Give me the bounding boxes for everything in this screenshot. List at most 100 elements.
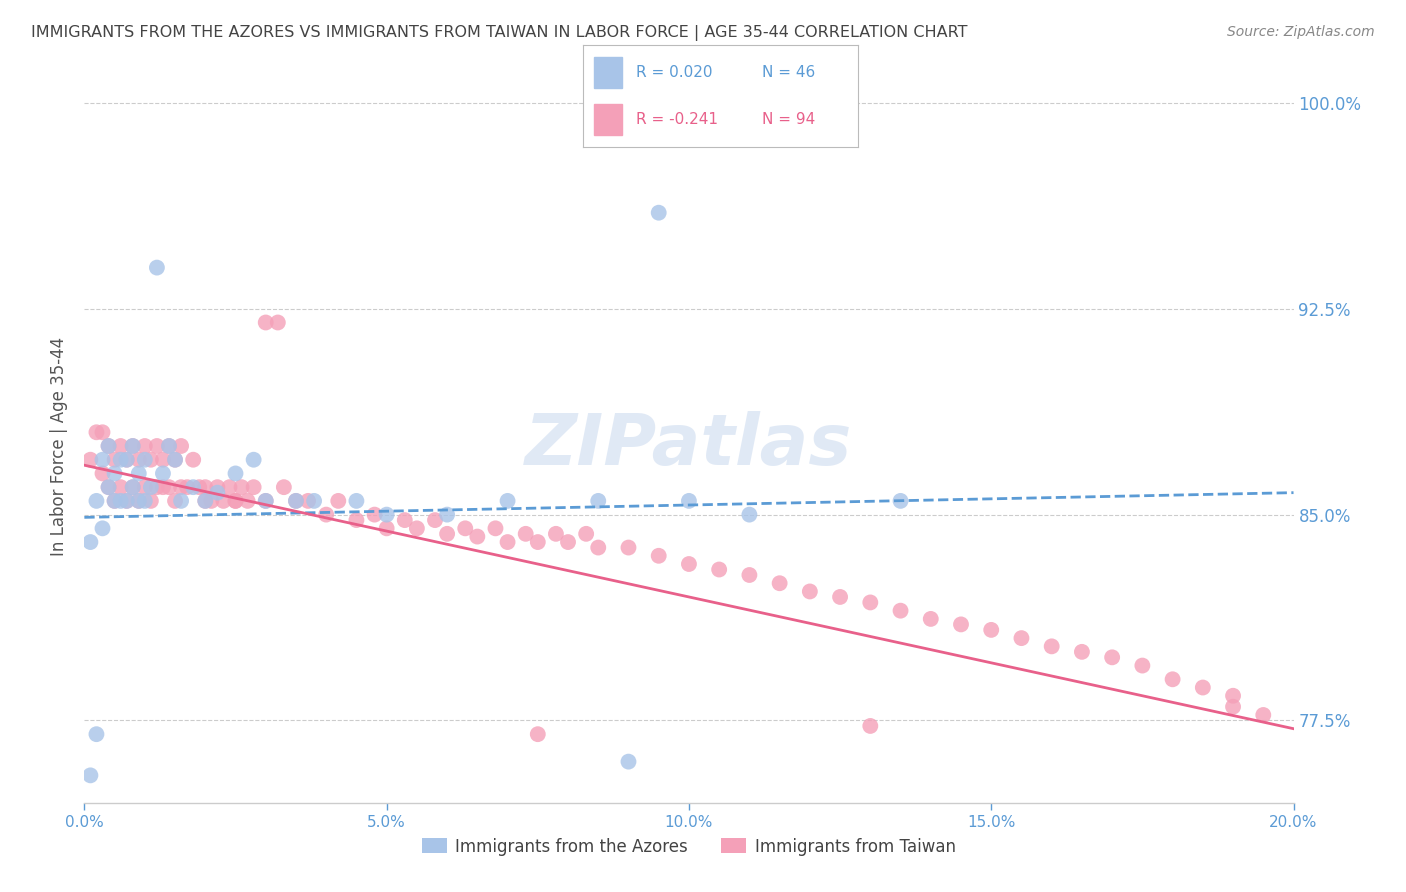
- Point: [890, 604, 912, 618]
- Point: [830, 590, 852, 604]
- Text: ZIPatlas: ZIPatlas: [526, 411, 852, 481]
- Point: [799, 584, 821, 599]
- Point: [1101, 650, 1123, 665]
- Point: [134, 452, 156, 467]
- Point: [527, 727, 550, 741]
- Point: [194, 494, 217, 508]
- Point: [363, 508, 385, 522]
- Point: [225, 494, 247, 508]
- Point: [86, 494, 108, 508]
- Point: [115, 494, 138, 508]
- Point: [146, 480, 169, 494]
- Point: [181, 452, 204, 467]
- Point: [648, 549, 671, 563]
- Point: [97, 480, 120, 494]
- Point: [709, 562, 731, 576]
- Text: IMMIGRANTS FROM THE AZORES VS IMMIGRANTS FROM TAIWAN IN LABOR FORCE | AGE 35-44 : IMMIGRANTS FROM THE AZORES VS IMMIGRANTS…: [31, 25, 967, 41]
- Point: [152, 480, 174, 494]
- Point: [527, 535, 550, 549]
- Point: [121, 439, 143, 453]
- Point: [207, 485, 229, 500]
- Point: [115, 494, 138, 508]
- Point: [194, 480, 217, 494]
- Point: [454, 521, 477, 535]
- Point: [231, 480, 253, 494]
- Point: [157, 439, 180, 453]
- Point: [575, 526, 598, 541]
- Point: [242, 452, 264, 467]
- Y-axis label: In Labor Force | Age 35-44: In Labor Force | Age 35-44: [51, 336, 69, 556]
- Point: [176, 480, 198, 494]
- Legend: Immigrants from the Azores, Immigrants from Taiwan: Immigrants from the Azores, Immigrants f…: [415, 831, 963, 863]
- Point: [79, 452, 101, 467]
- Point: [436, 526, 458, 541]
- Point: [859, 719, 882, 733]
- Point: [104, 494, 127, 508]
- Bar: [595, 104, 621, 135]
- Point: [225, 467, 247, 481]
- Point: [86, 425, 108, 440]
- Point: [128, 494, 150, 508]
- Point: [890, 494, 912, 508]
- Point: [207, 480, 229, 494]
- Point: [1161, 673, 1184, 687]
- Point: [1192, 681, 1215, 695]
- Point: [1040, 640, 1063, 654]
- Text: R = 0.020: R = 0.020: [636, 65, 711, 79]
- Point: [254, 494, 277, 508]
- Point: [678, 557, 700, 571]
- Point: [375, 508, 398, 522]
- Point: [980, 623, 1002, 637]
- Point: [115, 452, 138, 467]
- Point: [128, 494, 150, 508]
- Text: N = 46: N = 46: [762, 65, 815, 79]
- Point: [648, 205, 671, 219]
- Point: [1253, 708, 1275, 723]
- Point: [950, 617, 973, 632]
- Point: [121, 480, 143, 494]
- Point: [170, 480, 193, 494]
- Point: [128, 452, 150, 467]
- Point: [588, 494, 610, 508]
- Text: Source: ZipAtlas.com: Source: ZipAtlas.com: [1227, 25, 1375, 39]
- Point: [91, 467, 114, 481]
- Point: [557, 535, 579, 549]
- Point: [859, 595, 882, 609]
- Point: [617, 541, 640, 555]
- Point: [254, 316, 277, 330]
- Point: [423, 513, 446, 527]
- Point: [394, 513, 416, 527]
- Point: [738, 568, 761, 582]
- Point: [467, 530, 489, 544]
- Point: [91, 425, 114, 440]
- Point: [91, 521, 114, 535]
- Point: [181, 480, 204, 494]
- Point: [139, 480, 162, 494]
- Point: [617, 755, 640, 769]
- Point: [157, 480, 180, 494]
- Point: [236, 494, 259, 508]
- Point: [920, 612, 942, 626]
- Point: [225, 494, 247, 508]
- Point: [157, 439, 180, 453]
- Point: [104, 452, 127, 467]
- Point: [170, 439, 193, 453]
- Point: [1071, 645, 1094, 659]
- Point: [97, 480, 120, 494]
- Point: [128, 467, 150, 481]
- Point: [146, 439, 169, 453]
- Point: [346, 494, 368, 508]
- Point: [1130, 658, 1153, 673]
- Point: [678, 494, 700, 508]
- Point: [315, 508, 337, 522]
- Point: [285, 494, 308, 508]
- Point: [1222, 699, 1244, 714]
- Point: [496, 535, 519, 549]
- Point: [830, 870, 852, 884]
- Point: [152, 467, 174, 481]
- Point: [115, 452, 138, 467]
- Point: [121, 480, 143, 494]
- Point: [79, 535, 101, 549]
- Point: [97, 439, 120, 453]
- Text: R = -0.241: R = -0.241: [636, 112, 717, 127]
